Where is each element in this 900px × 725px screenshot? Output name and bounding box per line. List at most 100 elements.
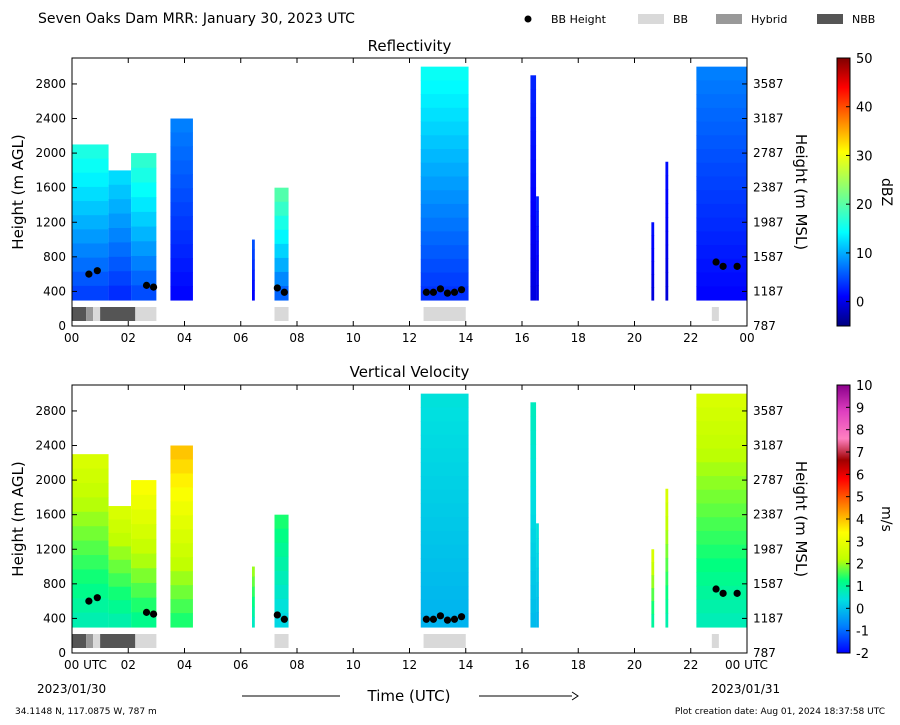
legend-label-bb: BB xyxy=(673,13,688,26)
echo-cell xyxy=(170,272,193,287)
colorbar-tick-label: 1 xyxy=(856,580,864,595)
legend-label-nbb: NBB xyxy=(852,13,875,26)
bb-height-point xyxy=(457,613,466,621)
echo-cell xyxy=(108,546,132,561)
echo-cell xyxy=(530,458,537,474)
echo-cell xyxy=(696,135,747,150)
echo-cell xyxy=(72,271,109,287)
x-tick-label: 22 xyxy=(683,331,698,345)
echo-cell xyxy=(536,523,539,539)
echo-cell xyxy=(252,289,255,301)
y-tick-label-right: 3587 xyxy=(753,404,784,418)
echo-cell xyxy=(530,173,537,189)
echo-cell xyxy=(420,558,469,573)
echo-cell xyxy=(696,162,747,177)
echo-cell xyxy=(72,511,109,527)
echo-cell xyxy=(108,242,132,258)
echo-cell xyxy=(420,203,469,219)
y-tick-label: 2400 xyxy=(35,439,66,453)
echo-cell xyxy=(131,182,157,198)
echo-cell xyxy=(665,488,669,504)
echo-cell xyxy=(420,245,469,260)
echo-cell xyxy=(108,573,132,588)
x-tick-label: 00 xyxy=(739,331,754,345)
echo-cell xyxy=(170,543,193,558)
echo-cell xyxy=(530,145,537,161)
echo-cell xyxy=(530,598,537,614)
bb-type-bar-bb xyxy=(423,634,466,648)
echo-cell xyxy=(530,75,537,90)
echo-cell xyxy=(72,569,109,585)
colorbar-tick-label: 3 xyxy=(856,535,864,550)
colorbar-tick-label: -1 xyxy=(856,625,869,640)
echo-cell xyxy=(665,286,669,301)
echo-cell xyxy=(170,202,193,217)
echo-cell xyxy=(131,285,157,301)
legend-swatch-hybrid xyxy=(716,14,742,24)
x-tick-label: 10 xyxy=(346,658,361,672)
echo-cell xyxy=(696,107,747,123)
echo-cell xyxy=(108,228,132,243)
echo-cell xyxy=(252,259,255,271)
colorbar-tick-label: 10 xyxy=(856,379,873,394)
echo-cell xyxy=(420,448,469,463)
x-tick-label: 08 xyxy=(289,658,304,672)
echo-cell xyxy=(696,231,747,246)
y-tick-label-right: 3187 xyxy=(753,439,784,453)
y-axis-label-right: Height (m MSL) xyxy=(792,461,810,577)
echo-cell xyxy=(696,530,747,546)
echo-cell xyxy=(72,215,109,230)
echo-cell xyxy=(131,226,157,242)
echo-cell xyxy=(274,556,289,572)
colorbar: -2 -1 0 1 2 3 4 5 6 7 8 9 10 m/s xyxy=(836,379,894,662)
colorbar-tick-label: 40 xyxy=(856,101,873,116)
start-date-label: 2023/01/30 xyxy=(37,682,106,696)
bb-type-bar-bb xyxy=(135,307,157,321)
y-tick-label-right: 3187 xyxy=(753,112,784,126)
echo-cell xyxy=(420,121,469,136)
bb-type-bar-nbb xyxy=(72,307,87,321)
echo-cell xyxy=(170,473,193,488)
echo-cell xyxy=(274,542,289,558)
echo-cell xyxy=(170,585,193,600)
echo-cell xyxy=(536,270,539,286)
y-axis-right: 787 1187 1587 1987 2387 2787 3187 3587 Height (m… xyxy=(742,77,810,333)
y-tick-label: 800 xyxy=(43,577,66,591)
heatmap-echoes xyxy=(72,393,747,628)
colorbar-tick-label: 7 xyxy=(856,446,864,461)
echo-cell xyxy=(420,176,469,191)
echo-cell xyxy=(131,524,157,540)
echo-cell xyxy=(696,272,747,287)
y-axis-left: 0 400 800 1200 1600 2000 2400 2800 Height (m AGL… xyxy=(9,404,77,660)
heatmap-echoes xyxy=(72,66,747,301)
echo-cell xyxy=(252,279,255,291)
echo-cell xyxy=(530,570,537,586)
echo-cell xyxy=(131,241,157,257)
bb-type-bars xyxy=(72,634,719,648)
echo-cell xyxy=(665,272,669,287)
x-axis: 00 02 04 06 08 10 12 14 16 18 20 22 00 xyxy=(64,58,755,345)
echo-cell xyxy=(651,222,655,236)
echo-cell xyxy=(274,215,289,231)
colorbar-tick-label: 6 xyxy=(856,468,864,483)
echo-cell xyxy=(530,556,537,572)
bb-height-point xyxy=(733,262,741,270)
y-tick-label: 0 xyxy=(58,319,66,333)
echo-cell xyxy=(696,176,747,191)
echo-cell xyxy=(530,286,537,301)
echo-cell xyxy=(536,225,539,242)
x-tick-label: 02 xyxy=(121,331,136,345)
echo-cell xyxy=(530,89,537,104)
echo-cell xyxy=(665,244,669,260)
echo-cell xyxy=(665,175,669,190)
bb-height-point xyxy=(149,610,158,618)
colorbar-label: m/s xyxy=(878,506,894,532)
echo-cell xyxy=(420,489,469,504)
echo-cell xyxy=(170,216,193,231)
echo-cell xyxy=(252,616,255,628)
end-date-label: 2023/01/31 xyxy=(711,682,780,696)
echo-cell xyxy=(651,575,655,589)
echo-cell xyxy=(170,244,193,259)
echo-cell xyxy=(170,146,193,161)
colorbar-label: dBZ xyxy=(878,178,894,206)
